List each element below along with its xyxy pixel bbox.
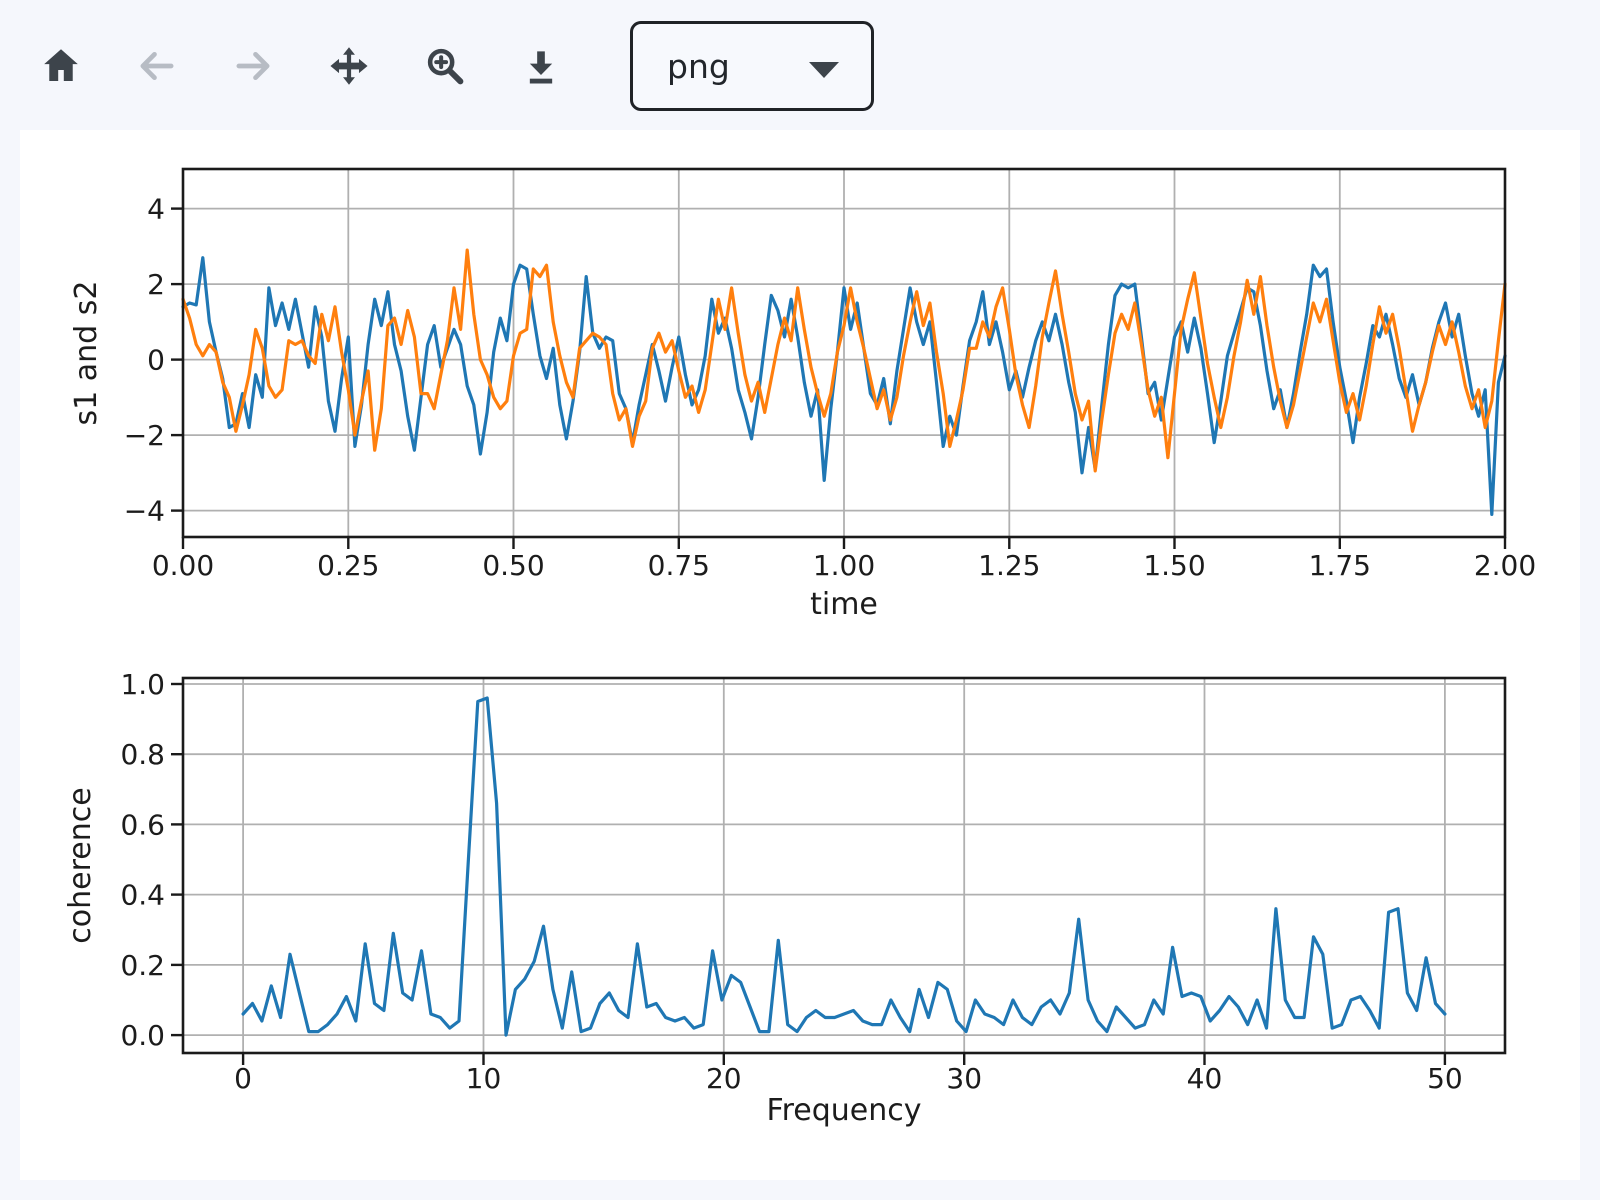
axes-1: 0.00 0.25 0.50 0.75 1.00 1.25 1.50 1.75 2.00 −4 −2… (69, 167, 1536, 622)
x-tick-label: 0.25 (317, 549, 379, 582)
figure-toolbar: png (0, 10, 874, 122)
x-tick-label: 50 (1427, 1062, 1463, 1095)
pan-arrows-icon (330, 47, 368, 85)
arrow-left-icon (140, 52, 174, 80)
pan-button[interactable] (328, 44, 370, 88)
back-button[interactable] (136, 44, 178, 88)
format-select[interactable]: png (630, 21, 874, 111)
download-button[interactable] (520, 44, 562, 88)
x-tick-label: 30 (946, 1062, 982, 1095)
y-tick-label: 1.0 (120, 668, 165, 701)
x-tick-label: 0.75 (648, 549, 710, 582)
x-tick-label: 1.50 (1143, 549, 1205, 582)
axes-spines (181, 676, 1507, 1055)
x-axis-label: time (810, 587, 878, 622)
x-tick-label: 40 (1187, 1062, 1223, 1095)
x-tick-label: 10 (466, 1062, 502, 1095)
format-select-value: png (667, 46, 730, 86)
y-tick-label: 0.6 (120, 808, 165, 841)
y-tick-label: 0.0 (120, 1019, 165, 1052)
y-tick-label: 0.8 (120, 738, 165, 771)
home-icon (44, 49, 78, 82)
zoom-in-icon (427, 48, 464, 85)
x-tick-label: 1.00 (813, 549, 875, 582)
series-line-s2 (181, 248, 1507, 473)
x-tick-label: 1.75 (1309, 549, 1371, 582)
x-tick-label: 0.50 (482, 549, 544, 582)
x-tick-label: 0 (234, 1062, 252, 1095)
chevron-down-icon (809, 62, 839, 78)
figure-canvas[interactable]: 0.00 0.25 0.50 0.75 1.00 1.25 1.50 1.75 2.00 −4 −2… (20, 130, 1580, 1180)
y-tick-label: 2 (147, 268, 165, 301)
figure-svg: 0.00 0.25 0.50 0.75 1.00 1.25 1.50 1.75 2.00−4−2… (63, 167, 1536, 1128)
y-tick-label: 0 (147, 344, 165, 377)
series-line-coherence (241, 696, 1447, 1037)
x-tick-label: 2.00 (1474, 549, 1536, 582)
forward-button[interactable] (232, 44, 274, 88)
y-tick-label: −4 (124, 495, 165, 528)
x-tick-label: 20 (706, 1062, 742, 1095)
zoom-button[interactable] (424, 44, 466, 88)
y-tick-label: 0.4 (120, 879, 165, 912)
y-axis-label: coherence (63, 787, 98, 943)
download-icon (529, 51, 553, 84)
arrow-right-icon (236, 52, 270, 80)
y-axis-label: s1 and s2 (69, 281, 104, 426)
x-tick-label: 0.00 (152, 549, 214, 582)
y-tick-label: 4 (147, 193, 165, 226)
axes-2: 0 10 20 30 40 50 0.0 0.2 0.4 0.6 0.8 1.0 Frequency co… (63, 668, 1507, 1128)
y-tick-label: −2 (124, 419, 165, 452)
y-tick-label: 0.2 (120, 949, 165, 982)
home-button[interactable] (40, 44, 82, 88)
x-axis-label: Frequency (767, 1093, 922, 1128)
x-tick-label: 1.25 (978, 549, 1040, 582)
